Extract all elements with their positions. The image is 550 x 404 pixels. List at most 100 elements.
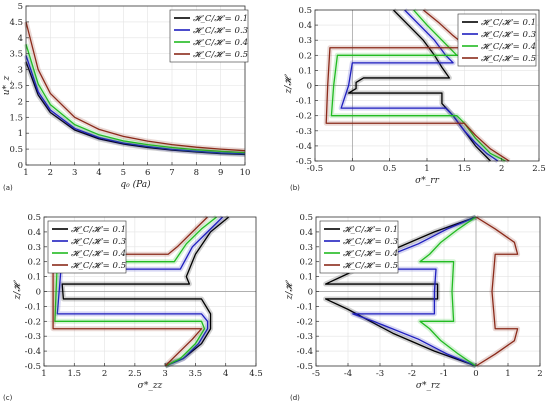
x-tick-label: -3 [376,369,384,379]
y-tick-label: 1 [18,129,23,139]
y-tick-label: 0.4 [27,228,41,238]
y-tick-label: 0.5 [299,213,313,223]
x-tick-label: 6 [145,168,150,178]
y-tick-label: 1.5 [9,113,23,123]
x-tick-label: 1.5 [68,369,82,379]
x-tick-label: 1 [505,369,510,379]
x-tick-label: -2 [408,369,416,379]
y-tick-label: -0.1 [297,302,313,312]
y-tick-label: 4.5 [9,18,23,28]
legend-entry: 𝓗_C/𝓗 = 0.4 [481,42,536,52]
x-tick-label: 2 [499,164,504,174]
y-tick-label: 0.3 [27,243,41,253]
y-tick-label: -0.1 [296,97,312,107]
series-line-2 [352,216,477,367]
x-tick-label: 2 [537,369,542,379]
y-tick-label: -0.2 [296,112,312,122]
legend: 𝓗_C/𝓗 = 0.1 𝓗_C/𝓗 = 0.3 𝓗_C/𝓗 = 0.4 𝓗_C/𝓗 =… [47,220,127,274]
y-tick-label: -0.3 [296,127,312,137]
y-tick-label: 0.1 [298,66,312,76]
x-tick-label: 0 [473,369,478,379]
legend-entry: 𝓗_C/𝓗 = 0.3 [343,237,398,247]
panel-tag: (d) [290,394,300,402]
panel-2: -0.5 0 0.5 1 1.5 2 2.5 -0.5 -0.4 -0.3 -0.2 -0.1 0 0.1… [284,6,546,192]
x-tick-label: 7 [169,168,174,178]
panel-4: -5 -4 -3 -2 -1 0 1 2 -0.5 -0.4 -0.3 -0.2 -0.1 0 0.1 0.2… [285,213,543,402]
y-tick-label: 0 [307,82,312,92]
legend-entry: 𝓗_C/𝓗 = 0.1 [343,225,398,235]
legend-entry: 𝓗_C/𝓗 = 0.1 [71,225,126,235]
y-tick-label: -0.3 [25,332,41,342]
y-tick-label: 0.5 [298,6,312,16]
x-tick-label: 3 [72,168,77,178]
legend-entry: 𝓗_C/𝓗 = 0.5 [343,261,398,271]
y-tick-label: 5 [18,2,23,12]
series-line-4 [25,21,246,152]
y-axis-label: z/𝓗 [284,74,294,95]
legend-entry: 𝓗_C/𝓗 = 0.3 [193,26,248,36]
panel-tag: (c) [3,394,13,402]
series-line-2 [56,216,224,367]
y-axis-label: z/𝓗 [285,280,295,301]
x-axis-label: σ*_rz [416,381,440,391]
y-tick-label: -0.4 [297,347,313,357]
y-tick-label: 0.4 [299,228,313,238]
y-tick-label: 0.3 [298,36,312,46]
legend: 𝓗_C/𝓗 = 0.1 𝓗_C/𝓗 = 0.3 𝓗_C/𝓗 = 0.4 𝓗_C/𝓗 =… [457,13,537,67]
series-line-3 [419,216,477,367]
y-tick-label: -0.5 [297,362,313,372]
y-tick-label: 0.3 [299,243,313,253]
series-line-1 [61,216,230,367]
x-tick-label: 3.5 [189,369,203,379]
series-line-4 [325,9,510,162]
panel-tag: (a) [3,184,13,192]
x-tick-label: 0 [350,164,355,174]
x-tick-label: 1 [41,369,46,379]
y-tick-label: 0.5 [9,145,23,155]
panel-3: 1 1.5 2 2.5 3 3.5 4 4.5 -0.5 -0.4 -0.3 -0.2 -0.1 0 0.1… [3,213,263,402]
x-tick-label: 4 [96,168,101,178]
x-tick-label: -4 [344,369,352,379]
series-line-3 [54,216,218,367]
y-tick-label: 0.1 [27,273,41,283]
legend-entry: 𝓗_C/𝓗 = 0.1 [193,14,248,24]
y-tick-label: -0.5 [296,157,312,167]
y-tick-label: 0.2 [298,51,312,61]
x-axis-label: q₀ (Pa) [120,179,151,190]
y-tick-label: 2 [18,97,23,107]
y-tick-label: 2.5 [9,82,23,92]
x-tick-label: 8 [194,168,199,178]
legend-entry: 𝓗_C/𝓗 = 0.5 [193,50,248,60]
y-tick-label: 0.1 [299,273,313,283]
legend-entry: 𝓗_C/𝓗 = 0.1 [481,18,536,28]
legend-entry: 𝓗_C/𝓗 = 0.4 [343,249,398,259]
series-line-2 [340,9,499,162]
x-tick-label: 2 [48,168,53,178]
legend-entry: 𝓗_C/𝓗 = 0.3 [71,237,126,247]
y-tick-label: -0.4 [296,142,312,152]
y-tick-label: 0.5 [27,213,41,223]
x-tick-label: -0.5 [307,164,323,174]
series-line-3 [25,43,246,154]
x-tick-label: 10 [240,168,251,178]
x-tick-label: 1 [23,168,28,178]
y-tick-label: -0.5 [25,362,41,372]
x-tick-label: 4 [223,369,228,379]
y-axis-label: z/𝓗 [13,280,23,301]
x-axis-label: σ*_rr [415,176,439,186]
y-tick-label: 0.4 [298,21,312,31]
x-tick-label: 9 [218,168,223,178]
x-tick-label: 5 [121,168,126,178]
y-axis-label: u*_z [2,75,12,95]
series-line-2 [25,55,246,155]
x-tick-label: 1 [424,164,429,174]
series-line-1 [324,216,477,367]
series-line-4 [475,216,519,367]
y-tick-label: 0 [308,288,313,298]
x-axis-label: σ*_zz [138,381,163,391]
legend-entry: 𝓗_C/𝓗 = 0.3 [481,30,536,40]
x-tick-label: 1.5 [458,164,472,174]
x-tick-label: 4.5 [249,369,263,379]
y-tick-label: 0.2 [27,258,41,268]
